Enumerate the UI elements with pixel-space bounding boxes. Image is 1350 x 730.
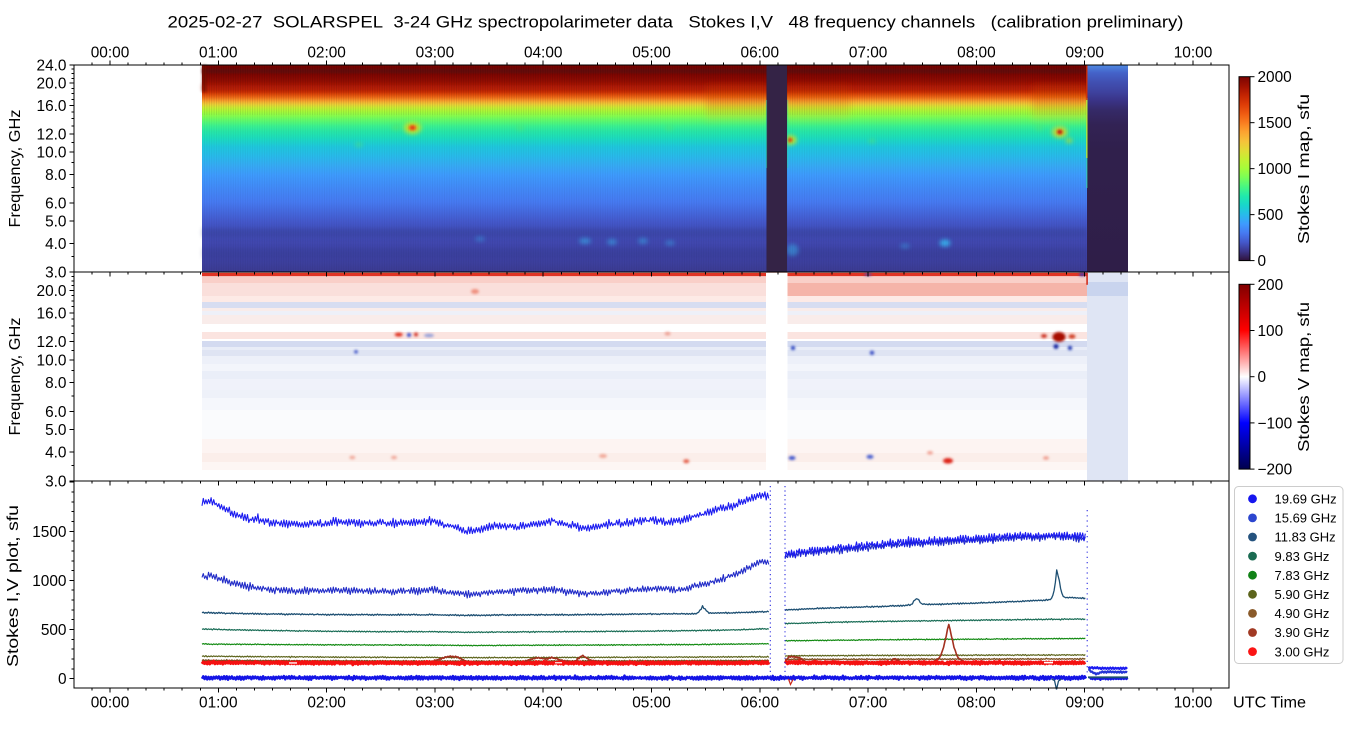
svg-text:05:00: 05:00 [632,695,671,712]
svg-text:15.69 GHz: 15.69 GHz [1275,511,1337,526]
svg-text:01:00: 01:00 [199,44,238,61]
svg-text:Stokes I map, sfu: Stokes I map, sfu [1296,94,1313,244]
svg-text:1000: 1000 [32,573,66,590]
svg-text:1500: 1500 [32,524,66,541]
svg-text:Frequency, GHz: Frequency, GHz [7,110,24,228]
svg-text:09:00: 09:00 [1065,695,1104,712]
svg-text:500: 500 [1258,207,1284,224]
svg-text:8.0: 8.0 [45,167,66,184]
svg-text:08:00: 08:00 [957,44,996,61]
svg-text:20.0: 20.0 [37,76,67,93]
svg-text:0: 0 [1258,369,1267,386]
svg-text:3.00 GHz: 3.00 GHz [1275,644,1330,659]
svg-text:05:00: 05:00 [632,44,671,61]
svg-text:6.0: 6.0 [45,404,66,421]
svg-text:4.0: 4.0 [45,445,66,462]
svg-text:5.90 GHz: 5.90 GHz [1275,587,1330,602]
svg-text:−100: −100 [1258,415,1293,432]
svg-text:0: 0 [58,671,67,688]
svg-text:1000: 1000 [1258,161,1292,178]
svg-text:UTC Time: UTC Time [1233,695,1306,712]
svg-text:12.0: 12.0 [37,334,67,351]
svg-text:Stokes V map, sfu: Stokes V map, sfu [1296,302,1313,452]
svg-text:8.0: 8.0 [45,375,66,392]
svg-text:10.0: 10.0 [37,145,67,162]
svg-text:Frequency, GHz: Frequency, GHz [7,318,24,436]
svg-text:4.0: 4.0 [45,236,66,253]
svg-text:01:00: 01:00 [199,695,238,712]
svg-text:1500: 1500 [1258,115,1292,132]
svg-text:03:00: 03:00 [416,695,455,712]
svg-text:19.69 GHz: 19.69 GHz [1275,492,1337,507]
svg-text:06:00: 06:00 [741,695,780,712]
svg-text:7.83 GHz: 7.83 GHz [1275,568,1330,583]
svg-text:Stokes I,V plot, sfu: Stokes I,V plot, sfu [5,505,22,667]
svg-text:5.0: 5.0 [45,214,66,231]
svg-text:10.0: 10.0 [37,353,67,370]
svg-text:09:00: 09:00 [1065,44,1104,61]
svg-text:04:00: 04:00 [524,44,563,61]
svg-text:07:00: 07:00 [849,695,888,712]
svg-text:4.90 GHz: 4.90 GHz [1275,606,1330,621]
svg-text:12.0: 12.0 [37,127,67,144]
svg-text:500: 500 [41,622,67,639]
svg-text:5.0: 5.0 [45,422,66,439]
svg-text:3.0: 3.0 [45,265,66,282]
svg-text:−200: −200 [1258,462,1293,479]
svg-text:3.90 GHz: 3.90 GHz [1275,625,1330,640]
svg-text:100: 100 [1258,323,1284,340]
svg-text:04:00: 04:00 [524,695,563,712]
svg-text:10:00: 10:00 [1174,695,1213,712]
svg-text:20.0: 20.0 [37,283,67,300]
svg-text:11.83 GHz: 11.83 GHz [1275,530,1336,545]
svg-text:03:00: 03:00 [416,44,455,61]
svg-text:07:00: 07:00 [849,44,888,61]
svg-text:00:00: 00:00 [91,695,130,712]
svg-text:3.0: 3.0 [45,474,66,491]
svg-text:16.0: 16.0 [37,305,67,322]
svg-text:24.0: 24.0 [37,58,67,75]
svg-text:10:00: 10:00 [1174,44,1213,61]
svg-text:6.0: 6.0 [45,196,66,213]
svg-text:02:00: 02:00 [307,44,346,61]
svg-text:9.83 GHz: 9.83 GHz [1275,549,1330,564]
svg-text:16.0: 16.0 [37,98,67,115]
svg-text:00:00: 00:00 [91,44,130,61]
svg-text:2000: 2000 [1258,69,1292,86]
svg-text:08:00: 08:00 [957,695,996,712]
svg-text:02:00: 02:00 [307,695,346,712]
svg-text:2025-02-27 SOLARSPEL 3-24 GH: 2025-02-27 SOLARSPEL 3-24 GHz spectropol… [168,13,1184,31]
svg-text:06:00: 06:00 [741,44,780,61]
svg-text:200: 200 [1258,277,1284,294]
svg-text:0: 0 [1258,253,1267,270]
